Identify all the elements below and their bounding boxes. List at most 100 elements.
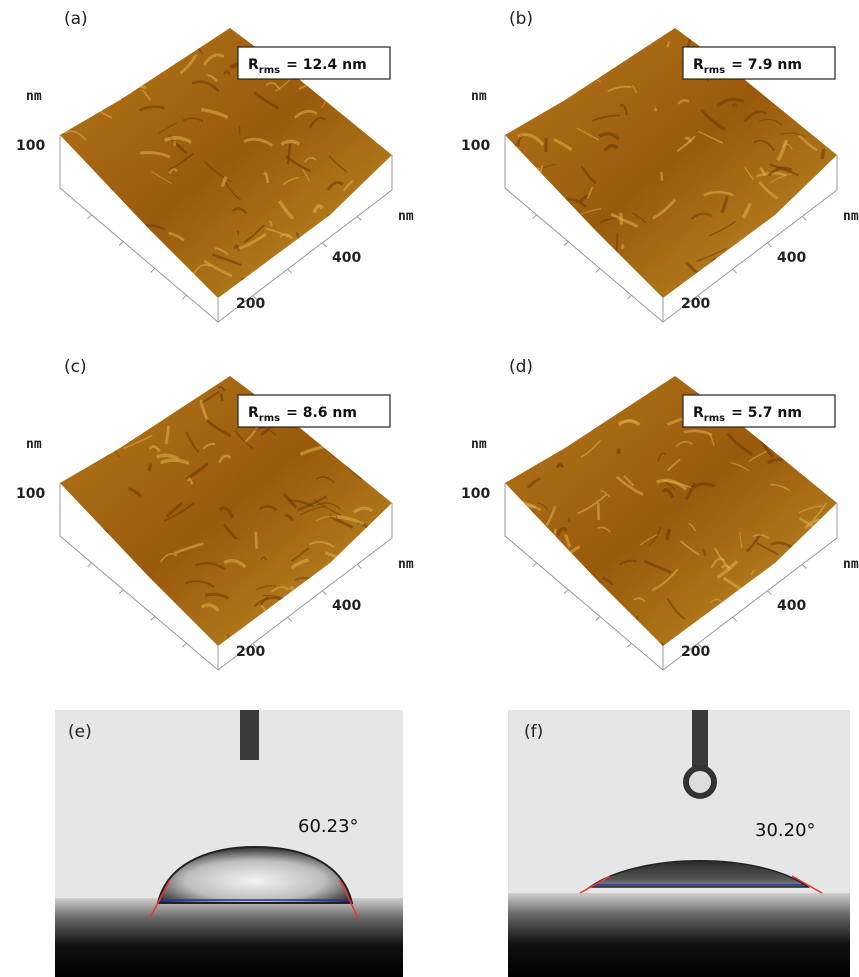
axis-tick <box>767 591 771 595</box>
ridge <box>97 614 107 621</box>
ridge <box>97 429 115 434</box>
ridge <box>509 91 511 112</box>
axis-tick <box>288 617 292 621</box>
axis-tick <box>596 268 600 272</box>
xy-unit: nm <box>398 209 414 224</box>
ridge <box>528 56 532 75</box>
ridge <box>784 379 812 387</box>
axis-tick <box>627 643 631 647</box>
ridge <box>375 178 380 192</box>
afm-panel: (b)Rrms= 7.9 nmnm100nm400200 <box>461 9 859 322</box>
ridge <box>337 581 359 598</box>
ridge <box>352 43 360 46</box>
ridge <box>379 473 382 481</box>
ridge <box>49 107 77 123</box>
z-unit: nm <box>26 437 42 452</box>
ridge <box>534 59 547 70</box>
ridge <box>492 452 517 456</box>
ridge <box>511 65 514 74</box>
ridge <box>795 434 809 444</box>
ridge <box>712 635 725 650</box>
ridge <box>89 550 109 562</box>
ridge <box>364 468 384 473</box>
afm-panel: (a)Rrms= 12.4 nmnm100nm400200 <box>16 9 414 322</box>
ridge <box>183 631 191 637</box>
ridge <box>595 581 600 595</box>
ridge <box>98 188 113 196</box>
ridge <box>296 643 325 658</box>
ridge <box>173 268 186 281</box>
ridge <box>125 36 130 51</box>
ridge <box>345 590 364 593</box>
figure: (e) 60.23° (f) 30.20° (a)Rrms= 12.4 nmnm… <box>0 0 859 977</box>
ridge <box>583 398 607 409</box>
ridge <box>320 596 327 599</box>
panel-label: (e) <box>68 722 92 742</box>
rms-value: = 7.9 nm <box>731 57 802 73</box>
ridge <box>710 386 711 394</box>
ridge <box>307 582 336 598</box>
angle-value: 60.23° <box>298 816 359 837</box>
ridge <box>297 617 310 626</box>
ridge <box>771 626 801 644</box>
axis-tick <box>119 242 123 246</box>
axis-tick <box>151 268 155 272</box>
ridge <box>345 201 353 207</box>
ridge <box>114 221 127 226</box>
x-tick: 400 <box>332 598 361 614</box>
ridge <box>89 439 97 449</box>
needle <box>240 710 259 760</box>
ridge <box>522 387 540 390</box>
z-tick: 100 <box>461 486 490 502</box>
axis-tick <box>151 616 155 620</box>
ridge <box>507 41 518 61</box>
axis-tick <box>357 564 361 568</box>
ridge <box>622 245 623 249</box>
ridge <box>516 569 523 573</box>
ridge <box>376 37 392 46</box>
ridge <box>776 279 799 288</box>
ridge <box>533 382 537 385</box>
ridge <box>559 416 579 424</box>
ridge <box>637 616 638 620</box>
ridge <box>344 625 349 643</box>
ridge <box>348 103 359 108</box>
ridge <box>352 270 375 288</box>
ridge <box>47 59 72 67</box>
ridge <box>327 621 354 625</box>
ridge <box>786 81 800 87</box>
ridge <box>774 79 799 84</box>
ridge <box>96 377 118 388</box>
ridge <box>551 39 572 45</box>
panel-label: (a) <box>64 9 88 29</box>
ridge <box>96 79 100 84</box>
ridge <box>502 543 516 558</box>
x-tick: 400 <box>332 250 361 266</box>
z-unit: nm <box>26 89 42 104</box>
rms-symbol: R <box>693 57 704 73</box>
ridge <box>511 86 519 102</box>
ridge <box>810 432 834 438</box>
ridge <box>385 627 386 643</box>
y-tick: 200 <box>681 644 710 660</box>
ridge <box>507 89 514 100</box>
ridge <box>95 529 96 534</box>
ridge <box>822 149 823 159</box>
ridge <box>328 214 333 234</box>
ridge <box>191 22 214 30</box>
ridge <box>38 86 63 97</box>
ridge <box>152 381 171 393</box>
ridge <box>61 246 83 255</box>
ridge <box>504 57 532 65</box>
axis-tick <box>733 617 737 621</box>
ridge <box>110 43 111 47</box>
rms-symbol: R <box>248 405 259 421</box>
rms-value: = 8.6 nm <box>286 405 357 421</box>
afm-panel: (c)Rrms= 8.6 nmnm100nm400200 <box>16 357 414 670</box>
ridge <box>241 278 259 285</box>
ridge <box>705 280 734 297</box>
ridge <box>85 239 104 257</box>
ridge <box>366 570 383 590</box>
ridge <box>547 275 553 284</box>
ridge <box>806 258 820 261</box>
